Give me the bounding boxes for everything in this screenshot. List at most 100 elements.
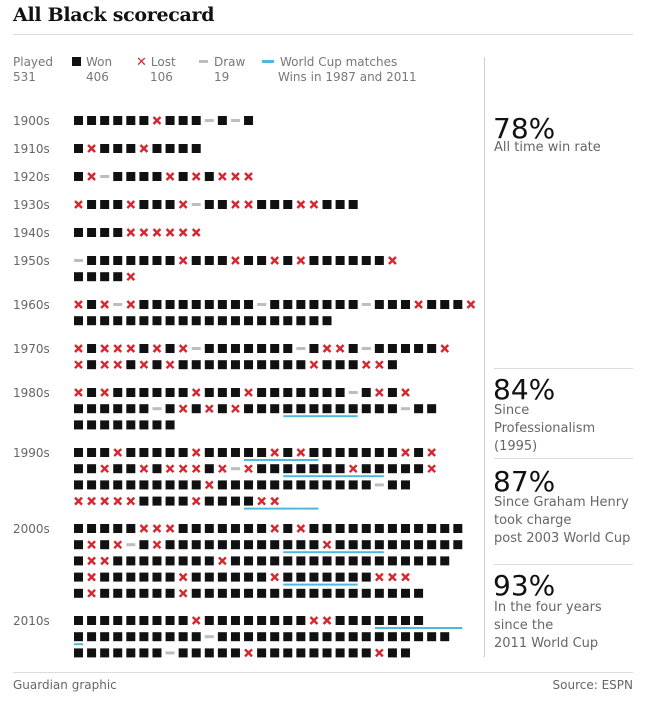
match-won <box>270 480 280 490</box>
match-won <box>401 616 410 625</box>
match-lost <box>244 172 253 181</box>
match-won <box>74 540 83 550</box>
match-won <box>139 496 149 506</box>
match-won <box>217 448 227 457</box>
match-won <box>427 524 437 533</box>
match-lost <box>191 496 201 506</box>
match-won <box>309 344 319 353</box>
match-won <box>283 572 293 582</box>
match-won <box>387 524 397 533</box>
match-won <box>165 616 175 625</box>
match-won <box>165 480 175 490</box>
decade-label: 1960s <box>13 298 50 312</box>
match-won <box>244 360 254 370</box>
match-lost <box>139 524 149 533</box>
legend-lost-count: 106 <box>150 70 173 84</box>
match-won <box>204 616 214 625</box>
match-won <box>296 588 306 598</box>
match-won <box>165 388 175 397</box>
world-cup-marker <box>244 507 319 510</box>
match-won <box>139 316 149 326</box>
match-won <box>296 556 306 566</box>
match-won <box>74 556 83 566</box>
match-won <box>283 300 293 309</box>
match-won <box>401 300 410 309</box>
match-won <box>296 572 306 582</box>
legend-won: Won 406 <box>72 55 112 85</box>
match-lost <box>74 388 83 397</box>
match-won <box>113 556 123 566</box>
match-won <box>113 256 123 265</box>
match-won <box>283 524 293 533</box>
match-won <box>87 464 97 474</box>
match-draw <box>348 391 358 394</box>
match-lost <box>374 360 384 370</box>
match-won <box>283 316 293 326</box>
match-won <box>87 256 97 265</box>
match-won <box>257 344 267 353</box>
match-won <box>204 648 214 658</box>
match-lost <box>244 464 253 474</box>
match-lost <box>139 464 149 474</box>
match-won <box>165 316 175 326</box>
world-cup-marker <box>283 415 358 418</box>
match-won <box>387 632 397 642</box>
match-won <box>87 344 97 353</box>
match-won <box>309 524 319 533</box>
match-won <box>217 316 227 326</box>
match-won <box>401 540 410 550</box>
match-won <box>427 540 437 550</box>
match-won <box>414 404 424 414</box>
match-won <box>230 632 240 642</box>
match-won <box>191 540 201 550</box>
match-won <box>87 480 97 490</box>
match-won <box>100 524 110 533</box>
match-won <box>87 448 97 457</box>
match-lost <box>100 344 110 353</box>
match-won <box>414 588 424 598</box>
match-lost <box>74 496 83 506</box>
match-won <box>335 388 345 397</box>
match-lost <box>401 388 410 397</box>
match-won <box>217 540 227 550</box>
stat-text-professionalism: Since Professionalism (1995) <box>494 402 634 456</box>
match-draw <box>296 347 306 350</box>
match-lost <box>74 200 83 209</box>
match-won <box>100 420 110 430</box>
match-lost <box>152 524 162 533</box>
match-won <box>374 588 384 598</box>
match-won <box>113 464 123 474</box>
match-won <box>348 300 358 309</box>
match-won <box>100 228 110 237</box>
match-won <box>257 404 267 414</box>
match-lost <box>296 448 306 457</box>
match-won <box>165 300 175 309</box>
match-lost <box>322 616 332 625</box>
match-won <box>427 404 437 414</box>
match-lost <box>309 616 319 625</box>
match-won <box>283 616 293 625</box>
match-won <box>257 648 267 658</box>
match-won <box>335 464 345 474</box>
match-won <box>230 316 240 326</box>
match-won <box>414 344 424 353</box>
match-won <box>100 540 110 550</box>
match-won <box>401 480 410 490</box>
world-cup-marker <box>283 475 384 478</box>
match-won <box>204 200 214 209</box>
decade-label: 1920s <box>13 170 50 184</box>
stat-divider <box>494 564 633 565</box>
match-won <box>217 616 227 625</box>
match-won <box>139 616 149 625</box>
match-won <box>126 464 136 474</box>
match-draw <box>74 259 83 262</box>
match-won <box>165 116 175 125</box>
match-won <box>100 588 110 598</box>
footer-divider <box>13 672 633 673</box>
match-won <box>204 360 214 370</box>
match-won <box>87 200 97 209</box>
match-lost <box>152 116 162 125</box>
world-cup-line-icon <box>262 60 274 63</box>
match-won <box>113 272 123 282</box>
match-won <box>361 524 371 533</box>
